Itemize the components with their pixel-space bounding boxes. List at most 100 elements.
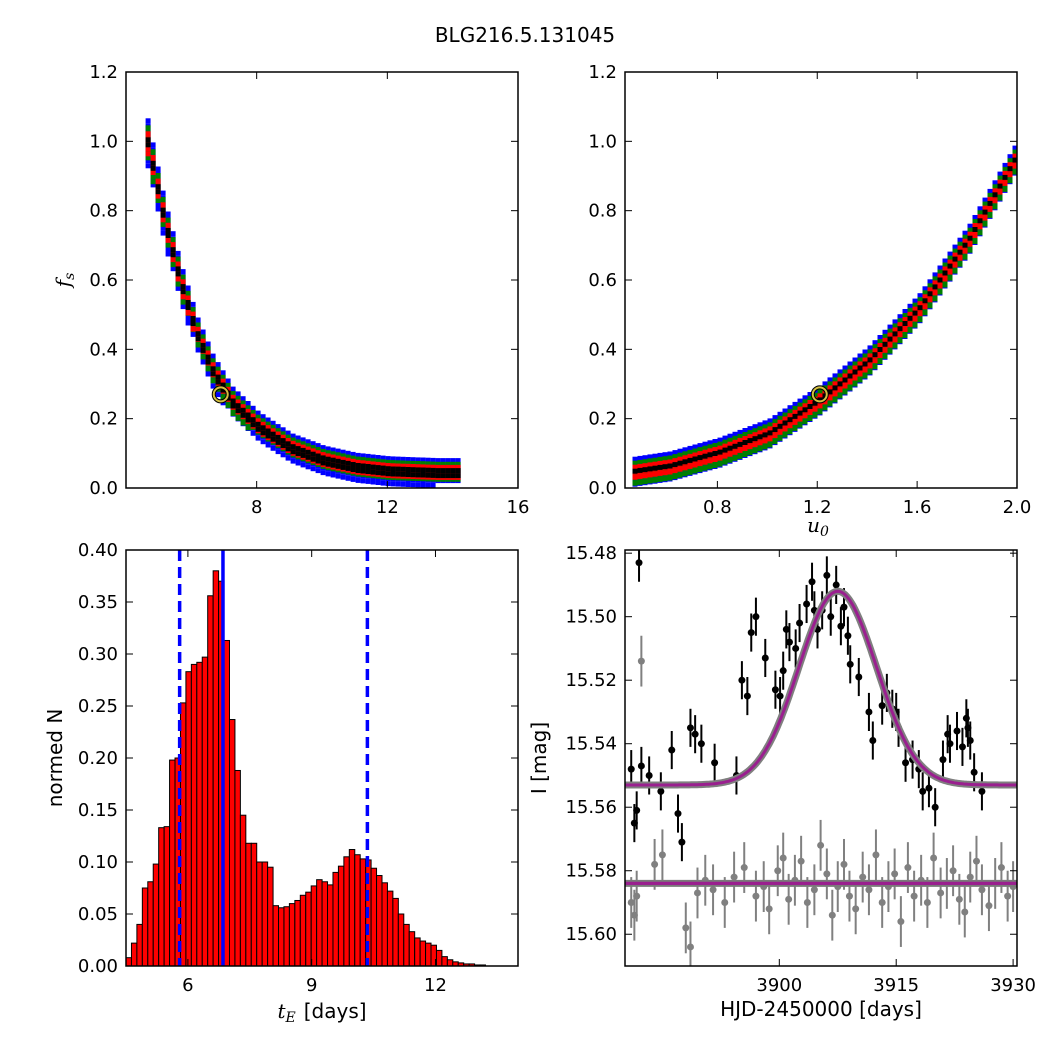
residual-point — [878, 898, 886, 906]
confidence-cell — [1012, 145, 1018, 151]
confidence-cell — [962, 238, 968, 244]
confidence-cell — [797, 416, 803, 422]
confidence-cell — [742, 440, 748, 445]
confidence-cell — [857, 357, 863, 363]
y-tick-label: 0.6 — [588, 270, 617, 291]
confidence-cell — [857, 361, 863, 367]
confidence-cell — [972, 215, 978, 220]
confidence-cell — [220, 394, 226, 400]
confidence-cell — [185, 290, 191, 296]
data-point — [635, 559, 643, 567]
confidence-cell — [862, 353, 868, 359]
confidence-cell — [737, 429, 743, 435]
confidence-cell — [350, 462, 356, 467]
confidence-cell — [997, 171, 1003, 177]
confidence-cell — [290, 433, 296, 439]
confidence-cell — [887, 348, 893, 354]
confidence-cell — [310, 456, 316, 462]
confidence-cell — [912, 306, 918, 312]
confidence-cell — [295, 460, 301, 466]
confidence-cell — [952, 256, 958, 262]
confidence-cell — [907, 315, 913, 321]
histogram-bar — [354, 854, 361, 967]
confidence-cell — [450, 473, 456, 479]
data-point — [657, 787, 665, 795]
confidence-cell — [400, 463, 406, 469]
confidence-cell — [752, 442, 758, 448]
confidence-cell — [757, 430, 763, 436]
confidence-cell — [270, 428, 276, 434]
confidence-cell — [380, 470, 386, 476]
confidence-cell — [410, 472, 416, 478]
data-point — [939, 756, 947, 764]
confidence-cell — [922, 310, 928, 316]
confidence-cell — [295, 451, 301, 457]
confidence-cell — [220, 387, 226, 393]
confidence-cell — [787, 409, 793, 415]
residual-point — [740, 864, 748, 872]
confidence-cell — [862, 349, 868, 355]
residual-point — [658, 851, 666, 859]
confidence-cell — [330, 451, 336, 457]
confidence-cell — [957, 241, 963, 247]
confidence-cell — [642, 479, 648, 485]
confidence-cell — [882, 333, 888, 339]
confidence-cell — [892, 337, 898, 343]
histogram-bar — [348, 849, 356, 967]
confidence-cell — [847, 361, 853, 367]
confidence-cell — [190, 307, 196, 313]
confidence-cell — [435, 473, 441, 479]
confidence-cell — [1002, 162, 1008, 168]
confidence-cell — [682, 455, 688, 461]
confidence-cell — [747, 434, 753, 440]
confidence-cell — [190, 316, 196, 321]
y-tick-label: 0.6 — [89, 270, 118, 291]
confidence-cell — [330, 472, 336, 478]
histogram-bar — [261, 861, 269, 967]
confidence-cell — [430, 482, 436, 488]
confidence-cell — [365, 478, 371, 484]
confidence-cell — [245, 408, 251, 414]
confidence-cell — [722, 453, 728, 459]
confidence-cell — [360, 468, 366, 474]
confidence-cell — [912, 316, 918, 322]
confidence-cell — [415, 464, 421, 470]
confidence-cell — [827, 385, 833, 391]
confidence-cell — [897, 314, 903, 320]
confidence-cell — [792, 413, 798, 419]
confidence-cell — [962, 248, 968, 254]
confidence-cell — [370, 454, 376, 460]
confidence-cell — [637, 455, 643, 461]
histogram-bar — [169, 759, 176, 967]
confidence-cell — [842, 373, 848, 379]
confidence-cell — [857, 365, 863, 371]
confidence-cell — [190, 331, 196, 337]
residual-point — [765, 905, 773, 913]
confidence-cell — [390, 456, 396, 462]
histogram-bar — [343, 856, 350, 967]
confidence-cell — [872, 364, 878, 370]
confidence-cell — [862, 361, 868, 367]
confidence-cell — [737, 453, 743, 459]
confidence-cell — [767, 442, 773, 448]
confidence-cell — [957, 237, 963, 243]
confidence-cell — [832, 385, 838, 391]
confidence-cell — [842, 389, 848, 395]
histogram-bar — [294, 899, 301, 967]
confidence-cell — [952, 248, 958, 254]
confidence-cell — [867, 345, 873, 351]
confidence-cell — [405, 460, 411, 466]
confidence-cell — [160, 202, 166, 208]
confidence-cell — [165, 246, 171, 252]
confidence-cell — [205, 350, 211, 356]
confidence-cell — [852, 365, 858, 371]
y-tick-label: 0.30 — [78, 644, 118, 665]
confidence-cell — [907, 311, 913, 317]
confidence-cell — [817, 389, 823, 395]
confidence-cell — [300, 444, 306, 450]
data-point — [782, 625, 790, 633]
confidence-cell — [200, 359, 206, 365]
confidence-cell — [827, 381, 833, 387]
confidence-cell — [425, 457, 431, 463]
confidence-cell — [992, 188, 998, 194]
